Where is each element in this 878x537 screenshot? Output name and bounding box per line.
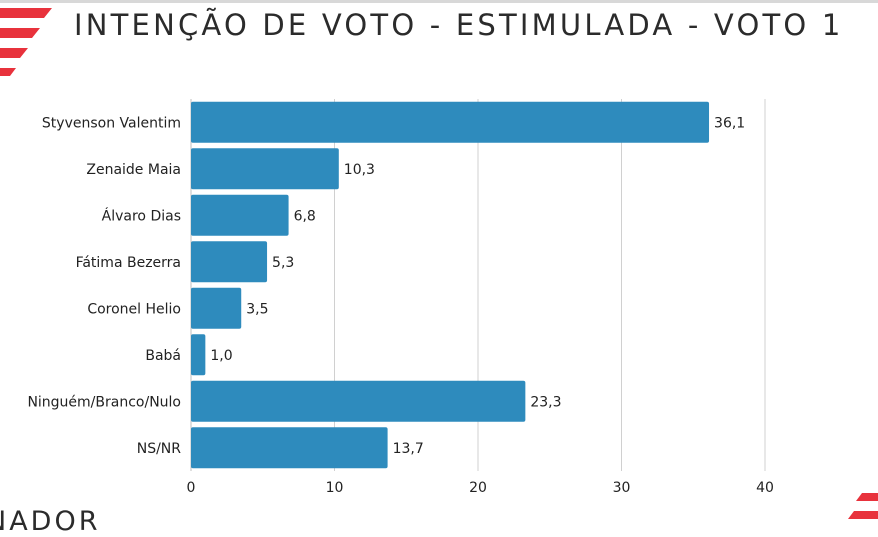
value-label: 3,5 [246, 301, 268, 317]
category-label: Fátima Bezerra [76, 255, 181, 271]
stripes-logo-icon [0, 8, 52, 76]
value-label: 6,8 [294, 208, 316, 224]
category-label: Styvenson Valentim [42, 115, 181, 131]
top-border [0, 0, 878, 3]
x-tick-label: 30 [613, 480, 631, 496]
bar [191, 194, 289, 236]
value-label: 36,1 [714, 115, 745, 131]
category-label: Ninguém/Branco/Nulo [27, 394, 181, 410]
value-label: 1,0 [210, 348, 232, 364]
category-label: NS/NR [137, 441, 182, 457]
category-label: Coronel Helio [87, 301, 181, 317]
x-tick-label: 0 [187, 480, 196, 496]
stripes-corner-icon [848, 493, 878, 519]
bar [191, 101, 710, 143]
page-title: INTENÇÃO DE VOTO - ESTIMULADA - VOTO 1 [74, 8, 844, 42]
bar [191, 334, 206, 376]
value-label: 10,3 [344, 162, 375, 178]
value-label: 5,3 [272, 255, 294, 271]
x-tick-label: 10 [326, 480, 344, 496]
category-label: Álvaro Dias [102, 207, 181, 224]
x-tick-label: 40 [756, 480, 774, 496]
value-label: 13,7 [393, 441, 424, 457]
category-label: Zenaide Maia [86, 162, 181, 178]
bar [191, 427, 388, 469]
value-label: 23,3 [530, 394, 561, 410]
bar [191, 241, 268, 283]
category-label: Babá [145, 348, 181, 364]
bar [191, 148, 339, 190]
bar [191, 380, 526, 422]
bar [191, 287, 242, 329]
x-tick-label: 20 [469, 480, 487, 496]
section-subtitle: NADOR [0, 506, 101, 537]
